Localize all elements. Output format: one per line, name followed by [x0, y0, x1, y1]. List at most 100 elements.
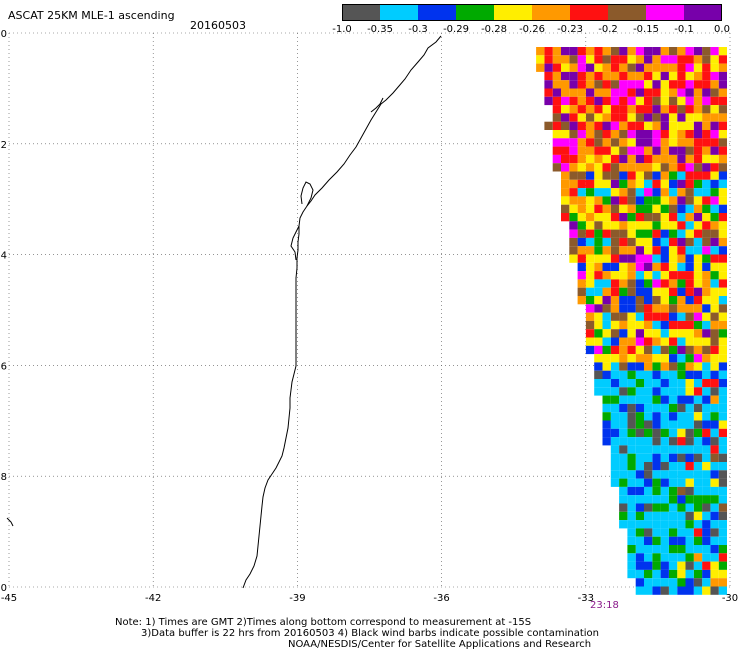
wind-cell [702, 362, 711, 371]
wind-cell [668, 171, 678, 180]
wind-cell [710, 329, 719, 338]
wind-cell [594, 337, 603, 346]
wind-cell [594, 130, 603, 139]
wind-cell [718, 553, 727, 562]
wind-cell [718, 503, 727, 512]
wind-cell [627, 387, 636, 396]
wind-cell [644, 329, 653, 338]
wind-cell [585, 171, 595, 180]
wind-cell [660, 163, 669, 172]
wind-cell [561, 196, 570, 205]
wind-cell [627, 88, 636, 97]
wind-cell [602, 80, 611, 89]
wind-cell [693, 403, 703, 413]
wind-cell [702, 271, 711, 280]
wind-cell [685, 511, 694, 521]
wind-cell [602, 246, 611, 255]
bay-outline [290, 181, 314, 261]
wind-cell [569, 171, 578, 180]
wind-cell [685, 495, 694, 504]
wind-cell [718, 420, 727, 429]
wind-cell [718, 154, 727, 164]
wind-cell [594, 262, 603, 272]
wind-cell [561, 163, 570, 172]
wind-cell [619, 337, 628, 346]
wind-cell [652, 545, 661, 554]
note-line-2: 3)Data buffer is 22 hrs from 20160503 4)… [141, 628, 599, 639]
wind-cell [652, 395, 661, 404]
wind-cell [569, 138, 578, 147]
wind-cell [627, 287, 636, 296]
wind-cell [544, 63, 553, 72]
wind-cell [710, 387, 719, 396]
wind-cell [718, 337, 727, 346]
wind-cell [660, 354, 669, 363]
wind-cell [585, 179, 595, 189]
wind-cell [644, 320, 653, 330]
wind-cell [577, 80, 586, 89]
wind-cell [619, 105, 628, 114]
wind-cell [668, 55, 678, 64]
wind-cell [718, 113, 727, 122]
wind-cell [668, 47, 678, 56]
wind-cell [635, 237, 644, 247]
wind-cell [685, 320, 694, 330]
wind-cell [602, 146, 611, 155]
wind-cell [702, 88, 711, 97]
wind-cell [644, 229, 653, 238]
wind-cell [602, 296, 611, 305]
wind-cell [693, 420, 703, 429]
wind-cell [652, 453, 661, 462]
wind-cell [585, 296, 595, 305]
wind-cell [710, 55, 719, 64]
wind-cell [677, 55, 686, 64]
wind-cell [577, 130, 586, 139]
wind-cell [619, 88, 628, 97]
wind-cell [668, 130, 678, 139]
wind-cell [710, 320, 719, 330]
wind-cell [668, 213, 678, 222]
wind-cell [561, 146, 570, 155]
wind-cell [685, 362, 694, 371]
wind-cell [702, 345, 711, 355]
wind-cell [602, 55, 611, 64]
wind-cell [710, 146, 719, 155]
wind-cell [710, 213, 719, 222]
wind-cell [644, 354, 653, 363]
wind-cell [635, 47, 644, 56]
wind-cell [668, 553, 678, 562]
wind-cell [652, 337, 661, 346]
wind-cell [652, 387, 661, 396]
wind-cell [677, 47, 686, 56]
wind-cell [718, 412, 727, 421]
color-swatch [418, 4, 457, 21]
wind-cell [693, 179, 703, 189]
wind-cell [627, 462, 636, 471]
wind-cell [652, 370, 661, 379]
wind-cell [619, 146, 628, 155]
wind-cell [718, 196, 727, 205]
wind-cell [627, 553, 636, 562]
wind-cell [619, 271, 628, 280]
wind-cell [660, 528, 669, 537]
wind-cell [685, 586, 694, 595]
wind-cell [652, 586, 661, 595]
wind-cell [585, 55, 595, 64]
wind-cell [644, 71, 653, 81]
wind-cell [710, 412, 719, 421]
wind-cell [652, 196, 661, 205]
wind-cell [627, 329, 636, 338]
wind-cell [635, 470, 644, 479]
y-tick-label: -20 [0, 583, 7, 594]
wind-cell [536, 55, 545, 64]
wind-cell [585, 262, 595, 272]
wind-cell [710, 271, 719, 280]
wind-cell [635, 213, 644, 222]
wind-cell [710, 113, 719, 122]
wind-cell [610, 395, 620, 404]
wind-cell [685, 370, 694, 379]
wind-cell [718, 88, 727, 97]
wind-cell [635, 262, 644, 272]
wind-cell [552, 63, 561, 72]
wind-cell [635, 188, 644, 197]
